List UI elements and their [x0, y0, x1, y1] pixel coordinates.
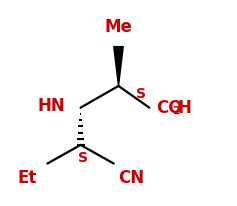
Text: S: S	[136, 87, 146, 101]
Text: 2: 2	[173, 105, 180, 115]
Text: CO: CO	[156, 98, 183, 116]
Text: S: S	[78, 150, 88, 164]
Text: Me: Me	[105, 18, 132, 36]
Polygon shape	[114, 47, 123, 87]
Text: H: H	[178, 98, 192, 116]
Text: Et: Et	[17, 168, 37, 186]
Text: HN: HN	[37, 96, 65, 114]
Text: CN: CN	[118, 168, 145, 186]
